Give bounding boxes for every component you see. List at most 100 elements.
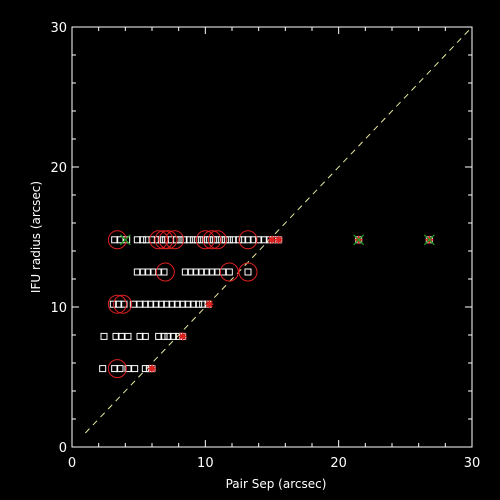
circle-point [149,230,169,250]
cross-point [274,235,283,244]
cross-point [148,364,156,373]
square-point [129,300,137,308]
circle-point [207,230,227,250]
square-point [185,236,193,244]
square-point [111,236,119,244]
square-point [169,332,177,340]
square-point [180,236,188,244]
square-point [133,236,141,244]
cross-point [178,332,187,341]
square-point [168,300,176,308]
square-point [229,236,237,244]
circle-point [238,230,258,250]
square-point [100,332,108,340]
plot-frame [71,26,473,448]
square-point [219,268,227,276]
square-point [109,300,117,308]
square-point [160,268,168,276]
square-point [153,236,161,244]
y-tick-label: 10 [50,301,67,316]
data-marks-layer [99,230,435,379]
circle-point [158,230,178,250]
square-point [116,365,124,373]
star-point [353,234,365,246]
square-point [217,236,225,244]
x-tick-label: 10 [197,456,214,471]
star-point [423,234,435,246]
square-point [155,268,163,276]
circle-point [155,262,175,282]
square-point [136,332,144,340]
square-point [225,268,233,276]
square-point [112,332,120,340]
square-point [179,300,187,308]
square-point [197,236,205,244]
square-point [160,332,168,340]
square-point [136,300,144,308]
x-tick-label: 20 [330,456,347,471]
square-point [157,236,165,244]
square-point [195,300,203,308]
square-point [144,268,152,276]
square-point [120,300,128,308]
square-point [181,268,189,276]
square-point [147,300,155,308]
square-point [116,236,124,244]
x-axis-label: Pair Sep (arcsec) [226,477,327,491]
square-point [192,268,200,276]
square-point [187,268,195,276]
circle-point [238,262,258,282]
square-point [117,332,125,340]
square-point [157,300,165,308]
square-point [124,365,132,373]
square-point [124,332,132,340]
square-point [155,332,163,340]
x-tick-label: 0 [68,456,76,471]
square-point [141,300,149,308]
y-axis-label: IFU radius (arcsec) [29,181,43,293]
circle-point [219,262,239,282]
square-point [239,236,247,244]
square-point [189,300,197,308]
square-point [184,300,192,308]
y-tick-label: 20 [50,161,67,176]
circle-point [165,230,185,250]
square-point [131,365,139,373]
circle-point [154,230,174,250]
circle-point [202,230,222,250]
square-point [161,236,169,244]
square-point [152,300,160,308]
y-tick-label: 0 [59,441,67,456]
circle-point [107,230,127,250]
square-point [244,236,252,244]
square-point [164,332,172,340]
square-point [139,236,147,244]
square-point [139,268,147,276]
circle-point [107,294,127,314]
square-point [244,268,252,276]
square-point [115,300,123,308]
square-point [249,236,257,244]
cross-point [205,300,214,309]
circle-point [113,294,133,314]
square-point [111,365,119,373]
square-point [197,268,205,276]
y-tick-label: 30 [50,21,67,36]
square-point [99,365,107,373]
circle-point [107,359,127,379]
star-point [119,234,131,246]
square-point [123,236,131,244]
circle-point [195,230,215,250]
square-point [208,268,216,276]
axes-layer: 0 10 20 30 0 10 20 30 [50,21,480,471]
square-point [163,300,171,308]
x-tick-label: 30 [464,456,481,471]
square-point [255,236,263,244]
square-point [141,332,149,340]
square-point [260,236,268,244]
square-point [173,300,181,308]
square-point [203,268,211,276]
square-point [235,236,243,244]
